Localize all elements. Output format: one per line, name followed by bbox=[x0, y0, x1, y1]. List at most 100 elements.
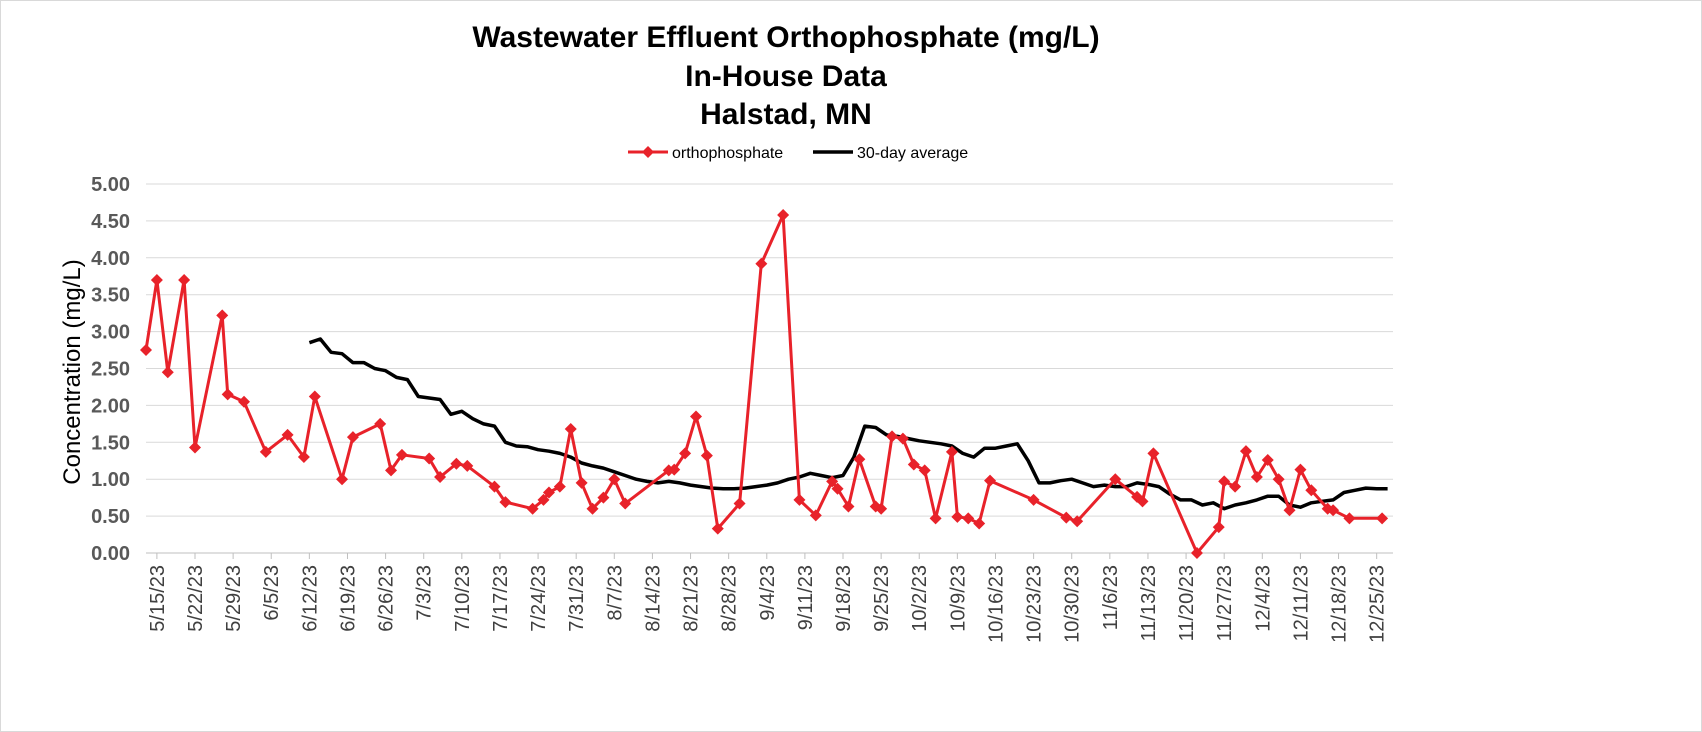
orthophosphate-point bbox=[385, 464, 398, 477]
chart-title-line-2: In-House Data bbox=[685, 60, 887, 93]
orthophosphate-point bbox=[842, 500, 855, 513]
orthophosphate-point bbox=[1283, 504, 1296, 517]
x-tick-label: 7/24/23 bbox=[528, 565, 550, 632]
x-tick-label: 7/31/23 bbox=[566, 565, 588, 632]
orthophosphate-point bbox=[297, 451, 310, 464]
orthophosphate-point bbox=[526, 502, 539, 515]
orthophosphate-point bbox=[886, 430, 899, 443]
orthophosphate-point bbox=[1272, 473, 1285, 486]
y-tick-label: 4.50 bbox=[91, 211, 130, 233]
y-tick-label: 4.00 bbox=[91, 248, 130, 270]
chart-title-line-1: Wastewater Effluent Orthophosphate (mg/L… bbox=[472, 21, 1099, 54]
orthophosphate-point bbox=[679, 447, 692, 460]
orthophosphate-point bbox=[608, 473, 621, 486]
x-tick-label: 9/11/23 bbox=[795, 565, 817, 630]
x-tick-label: 5/15/23 bbox=[147, 565, 169, 632]
orthophosphate-point bbox=[1239, 445, 1252, 458]
orthophosphate-point bbox=[488, 480, 501, 493]
x-tick-label: 7/3/23 bbox=[414, 565, 436, 621]
orthophosphate-point bbox=[221, 388, 234, 401]
x-tick-label: 11/20/23 bbox=[1176, 565, 1198, 641]
y-tick-label: 3.50 bbox=[91, 285, 130, 307]
orthophosphate-point bbox=[945, 445, 958, 458]
x-tick-label: 11/6/23 bbox=[1100, 565, 1122, 630]
orthophosphate-point bbox=[259, 445, 272, 458]
orthophosphate-point bbox=[853, 453, 866, 466]
orthophosphate-point bbox=[951, 510, 964, 523]
orthophosphate-point bbox=[346, 431, 359, 444]
x-tick-label: 7/10/23 bbox=[452, 565, 474, 632]
orthophosphate-point bbox=[1305, 484, 1318, 497]
chart-title-line-3: Halstad, MN bbox=[700, 98, 872, 131]
orthophosphate-point bbox=[395, 448, 408, 461]
orthophosphate-point bbox=[1136, 495, 1149, 508]
legend-orthophosphate-marker bbox=[642, 146, 654, 158]
orthophosphate-point bbox=[140, 344, 152, 357]
x-tick-label: 6/12/23 bbox=[299, 565, 321, 632]
legend-orthophosphate-label: orthophosphate bbox=[672, 145, 783, 162]
orthophosphate-point bbox=[308, 390, 321, 403]
orthophosphate-point bbox=[178, 273, 191, 286]
y-tick-label: 1.00 bbox=[91, 469, 130, 491]
orthophosphate-point bbox=[499, 496, 512, 509]
x-tick-label: 10/30/23 bbox=[1062, 565, 1084, 643]
orthophosphate-point bbox=[1071, 515, 1084, 528]
x-tick-label: 12/11/23 bbox=[1290, 565, 1312, 641]
x-tick-label: 12/18/23 bbox=[1329, 565, 1351, 643]
y-tick-label: 0.50 bbox=[91, 506, 130, 528]
orthophosphate-point bbox=[875, 502, 888, 515]
orthophosphate-point bbox=[896, 432, 909, 445]
orthophosphate-point bbox=[984, 474, 997, 487]
x-tick-label: 11/27/23 bbox=[1214, 565, 1236, 641]
orthophosphate-point bbox=[918, 464, 931, 477]
orthophosphate-point bbox=[1376, 512, 1389, 525]
orthophosphate-point bbox=[1190, 547, 1203, 559]
orthophosphate-point bbox=[564, 423, 577, 436]
x-tick-label: 6/5/23 bbox=[261, 565, 283, 621]
orthophosphate-point bbox=[689, 410, 702, 423]
orthophosphate-point bbox=[962, 512, 975, 525]
orthophosphate-point bbox=[586, 502, 599, 515]
x-tick-label: 10/9/23 bbox=[947, 565, 969, 632]
orthophosphate-point bbox=[1109, 473, 1122, 486]
series-orthophosphate bbox=[140, 208, 1389, 559]
orthophosphate-point bbox=[597, 491, 610, 504]
orthophosphate-point bbox=[831, 482, 844, 495]
orthophosphate-point bbox=[150, 273, 163, 286]
orthophosphate-point bbox=[711, 522, 724, 535]
orthophosphate-point bbox=[809, 509, 822, 522]
orthophosphate-point bbox=[1343, 512, 1356, 525]
orthophosphate-point bbox=[1294, 463, 1307, 476]
x-tick-label: 9/25/23 bbox=[871, 565, 893, 632]
orthophosphate-point bbox=[575, 476, 588, 489]
orthophosphate-point bbox=[1027, 493, 1040, 506]
orthophosphate-point bbox=[1250, 470, 1263, 483]
x-tick-label: 5/22/23 bbox=[185, 565, 207, 632]
x-tick-label: 7/17/23 bbox=[490, 565, 512, 632]
orthophosphate-point bbox=[973, 517, 986, 530]
orthophosphate-point bbox=[281, 428, 294, 441]
x-tick-label: 8/21/23 bbox=[681, 565, 703, 632]
orthophosphate-point bbox=[619, 497, 632, 510]
orthophosphate-point bbox=[1060, 511, 1073, 524]
y-tick-label: 5.00 bbox=[91, 174, 130, 196]
orthophosphate-point bbox=[1261, 454, 1274, 467]
orthophosphate-point bbox=[336, 473, 349, 486]
orthophosphate-point bbox=[216, 309, 229, 322]
orthophosphate-point bbox=[423, 452, 436, 465]
x-tick-label: 8/7/23 bbox=[604, 565, 626, 621]
orthophosphate-point bbox=[1212, 521, 1225, 534]
y-axis-label: Concentration (mg/L) bbox=[59, 259, 86, 484]
y-tick-label: 2.50 bbox=[91, 359, 130, 381]
x-tick-label: 12/25/23 bbox=[1367, 565, 1389, 643]
orthophosphate-point bbox=[777, 208, 790, 221]
orthophosphate-point bbox=[929, 512, 942, 525]
orthophosphate-point bbox=[1327, 504, 1340, 517]
y-tick-label: 0.00 bbox=[91, 543, 130, 565]
orthophosphate-point bbox=[461, 459, 474, 472]
series-30-day-average bbox=[308, 337, 1388, 511]
chart-title: Wastewater Effluent Orthophosphate (mg/L… bbox=[472, 21, 1099, 131]
orthophosphate-point bbox=[161, 366, 174, 379]
x-tick-label: 9/18/23 bbox=[833, 565, 855, 632]
